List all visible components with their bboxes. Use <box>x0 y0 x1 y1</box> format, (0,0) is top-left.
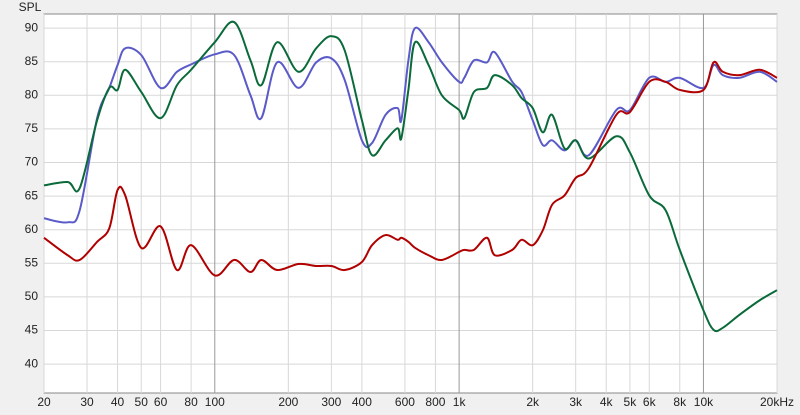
x-tick-label: 60 <box>154 395 168 409</box>
x-tick-label: 30 <box>80 395 94 409</box>
x-tick-label: 200 <box>278 395 298 409</box>
y-tick-label: 75 <box>25 121 39 135</box>
y-tick-label: 40 <box>25 356 39 370</box>
x-tick-label: 800 <box>425 395 445 409</box>
y-axis-label: SPL <box>19 0 42 14</box>
x-tick-label: 300 <box>321 395 341 409</box>
x-tick-label: 50 <box>135 395 149 409</box>
x-tick-label: 5k <box>624 395 638 409</box>
y-tick-label: 70 <box>25 155 39 169</box>
x-tick-label: 20 <box>37 395 51 409</box>
x-tick-label: 3k <box>569 395 583 409</box>
y-tick-label: 90 <box>25 20 39 34</box>
y-tick-label: 80 <box>25 87 39 101</box>
x-tick-label: 2k <box>526 395 540 409</box>
y-tick-label: 50 <box>25 289 39 303</box>
y-tick-label: 85 <box>25 54 39 68</box>
x-tick-label: 4k <box>600 395 614 409</box>
series-line <box>43 20 778 333</box>
y-tick-label: 60 <box>25 222 39 236</box>
x-tick-label: 40 <box>111 395 125 409</box>
series-line <box>43 60 778 277</box>
x-tick-label: 100 <box>205 395 225 409</box>
y-tick-label: 45 <box>25 323 39 337</box>
x-tick-label: 1k <box>453 395 467 409</box>
x-tick-label: 10k <box>694 395 714 409</box>
x-tick-label: 8k <box>673 395 687 409</box>
x-tick-label: 6k <box>643 395 657 409</box>
x-tick-label: 80 <box>184 395 198 409</box>
x-tick-label: 20kHz <box>760 395 794 409</box>
y-tick-label: 55 <box>25 255 39 269</box>
y-tick-label: 65 <box>25 188 39 202</box>
x-tick-label: 400 <box>352 395 372 409</box>
series-line <box>43 26 778 224</box>
x-tick-label: 600 <box>395 395 415 409</box>
